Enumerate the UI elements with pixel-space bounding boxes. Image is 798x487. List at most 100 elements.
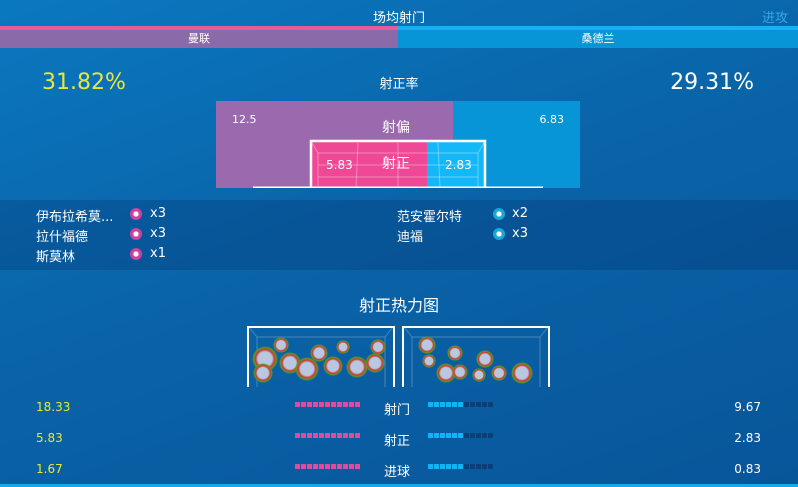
away-bar-segment	[452, 464, 457, 469]
away-bar-segment	[488, 402, 493, 407]
home-bar-segment	[307, 402, 312, 407]
home-bar-segment	[337, 464, 342, 469]
home-bar-segment	[337, 433, 342, 438]
away-bar-segment	[488, 464, 493, 469]
away-stat-value: 0.83	[734, 462, 761, 476]
accuracy-label: 射正率	[379, 77, 419, 92]
on-target-label: 射正	[382, 156, 410, 172]
away-bar-segment	[446, 433, 451, 438]
away-bar-segment	[458, 464, 463, 469]
soccer-ball-icon	[493, 208, 505, 220]
away-off-value: 6.83	[539, 113, 565, 126]
shot-heatmap	[247, 326, 550, 387]
tab-away-team[interactable]: 桑德兰	[398, 26, 798, 48]
scorer-count: x1	[150, 246, 166, 261]
home-bar-segment	[349, 433, 354, 438]
away-bar-segment	[464, 402, 469, 407]
away-stat-bar	[428, 464, 494, 469]
home-bar-segment	[343, 464, 348, 469]
away-bar-segment	[446, 402, 451, 407]
away-stat-bar	[428, 433, 494, 438]
away-bar-segment	[440, 433, 445, 438]
home-bar-segment	[301, 464, 306, 469]
home-bar-segment	[319, 433, 324, 438]
away-bar-segment	[458, 433, 463, 438]
home-bar-segment	[313, 433, 318, 438]
home-bar-segment	[325, 464, 330, 469]
home-bar-segment	[325, 433, 330, 438]
home-bar-segment	[331, 464, 336, 469]
away-heat-blobs	[418, 336, 533, 384]
home-off-value: 12.5	[232, 113, 257, 126]
home-bar-segment	[313, 464, 318, 469]
stat-label: 射正	[384, 434, 411, 449]
home-heat-blobs	[252, 337, 386, 383]
home-bar-segment	[325, 402, 330, 407]
home-bar-segment	[313, 402, 318, 407]
stat-row: 1.67 进球 0.83	[0, 460, 798, 480]
home-bar-segment	[301, 402, 306, 407]
away-bar-segment	[470, 402, 475, 407]
away-stat-value: 9.67	[734, 400, 761, 414]
soccer-ball-icon	[130, 248, 142, 260]
soccer-ball-icon	[130, 228, 142, 240]
away-accuracy: 29.31%	[670, 70, 754, 95]
home-bar-segment	[331, 402, 336, 407]
away-bar-segment	[476, 464, 481, 469]
scorers-panel: 伊布拉希莫... x3 拉什福德 x3 斯莫林 x1 范安霍尔特 x2 迪福 x…	[0, 200, 798, 270]
away-stat-bar	[428, 402, 494, 407]
away-bar-segment	[428, 402, 433, 407]
stat-row: 5.83 射正 2.83	[0, 429, 798, 449]
home-bar-segment	[343, 433, 348, 438]
home-accuracy: 31.82%	[42, 70, 126, 95]
attack-link[interactable]: 进攻	[761, 11, 788, 26]
home-bar-segment	[355, 433, 360, 438]
away-on-value: 2.83	[445, 158, 472, 172]
away-bar-segment	[476, 402, 481, 407]
home-stat-value: 1.67	[36, 462, 63, 476]
away-bar-segment	[440, 402, 445, 407]
stat-label: 进球	[384, 465, 411, 480]
away-bar-segment	[482, 402, 487, 407]
home-bar-segment	[301, 433, 306, 438]
away-bar-segment	[452, 402, 457, 407]
away-bar-segment	[434, 464, 439, 469]
home-bar-segment	[295, 464, 300, 469]
stat-label: 射门	[384, 403, 411, 418]
page-title: 场均射门	[372, 11, 425, 26]
away-bar-segment	[452, 433, 457, 438]
home-bar-segment	[295, 402, 300, 407]
home-stat-value: 18.33	[36, 400, 71, 414]
scorer-name: 范安霍尔特	[397, 210, 463, 225]
soccer-ball-icon	[493, 228, 505, 240]
home-stat-value: 5.83	[36, 431, 63, 445]
home-bar-segment	[319, 464, 324, 469]
away-bar-segment	[482, 433, 487, 438]
scorer-count: x3	[150, 226, 166, 241]
away-bar-segment	[482, 464, 487, 469]
away-bar-segment	[434, 433, 439, 438]
away-bar-segment	[470, 433, 475, 438]
scorer-name: 斯莫林	[36, 250, 76, 265]
home-stat-bar	[295, 433, 361, 438]
home-bar-segment	[319, 402, 324, 407]
away-bar-segment	[428, 464, 433, 469]
heatmap-title: 射正热力图	[358, 296, 439, 315]
home-bar-segment	[355, 402, 360, 407]
home-bar-segment	[295, 433, 300, 438]
home-bar-segment	[343, 402, 348, 407]
away-bar-segment	[440, 464, 445, 469]
away-bar-segment	[476, 433, 481, 438]
scorer-name: 拉什福德	[36, 230, 89, 245]
scorer-name: 伊布拉希莫...	[36, 210, 114, 225]
away-bar-segment	[446, 464, 451, 469]
away-bar-segment	[464, 464, 469, 469]
away-bar-segment	[458, 402, 463, 407]
soccer-ball-icon	[130, 208, 142, 220]
home-bar-segment	[307, 433, 312, 438]
home-bar-segment	[349, 402, 354, 407]
home-bar-segment	[307, 464, 312, 469]
off-target-label: 射偏	[382, 120, 410, 136]
home-bar-segment	[349, 464, 354, 469]
tab-home-team[interactable]: 曼联	[0, 26, 398, 48]
